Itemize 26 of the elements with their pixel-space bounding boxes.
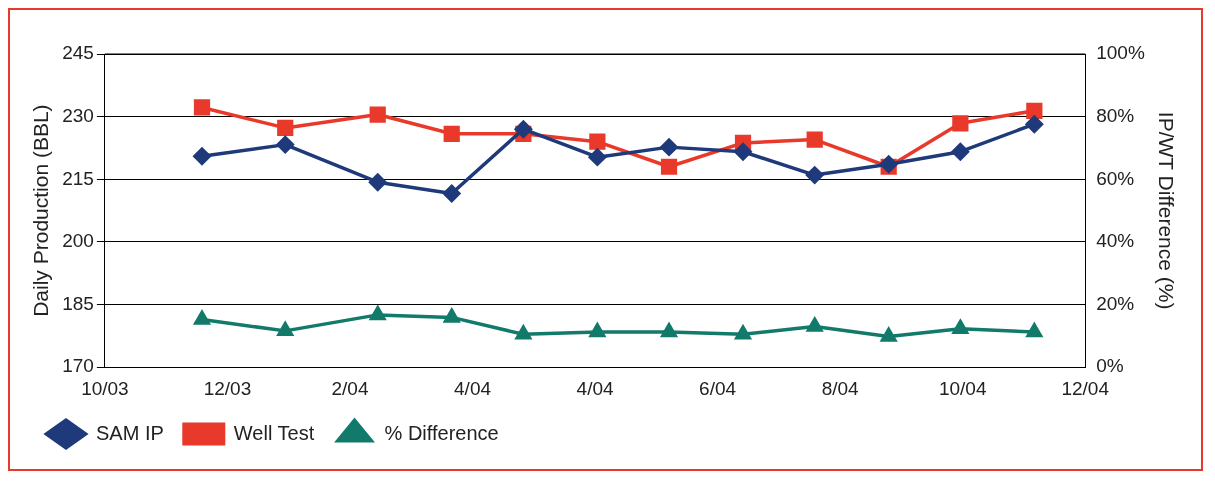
y-axis-title: Daily Production (BBL) <box>29 104 53 317</box>
legend-label: Well Test <box>233 421 315 444</box>
x-tick-label: 10/03 <box>81 377 129 399</box>
y2-tick-label: 20% <box>1096 292 1135 314</box>
x-tick-label: 12/03 <box>203 377 252 399</box>
y-tick-label: 200 <box>62 230 94 252</box>
y2-tick-label: 0% <box>1096 355 1124 377</box>
y-tick-label: 185 <box>62 292 94 314</box>
y2-axis-title: IP/WT Difference (%) <box>1154 111 1178 310</box>
y2-tick-label: 80% <box>1096 104 1135 126</box>
x-tick-label: 10/04 <box>938 377 987 399</box>
y-tick-label: 170 <box>62 355 94 377</box>
x-tick-label: 4/04 <box>576 377 614 399</box>
legend-label: % Difference <box>384 421 499 444</box>
x-tick-label: 12/04 <box>1061 377 1110 399</box>
x-tick-label: 8/04 <box>821 377 860 399</box>
x-tick-label: 4/04 <box>454 377 492 399</box>
y2-tick-label: 60% <box>1096 167 1135 189</box>
y2-tick-label: 40% <box>1096 230 1135 252</box>
x-tick-label: 2/04 <box>331 377 369 399</box>
y-tick-label: 215 <box>62 167 94 189</box>
y-tick-label: 245 <box>62 42 94 64</box>
y-tick-label: 230 <box>62 104 94 126</box>
x-tick-label: 6/04 <box>699 377 737 399</box>
legend-label: SAM IP <box>96 421 164 444</box>
y2-tick-label: 100% <box>1096 42 1145 64</box>
